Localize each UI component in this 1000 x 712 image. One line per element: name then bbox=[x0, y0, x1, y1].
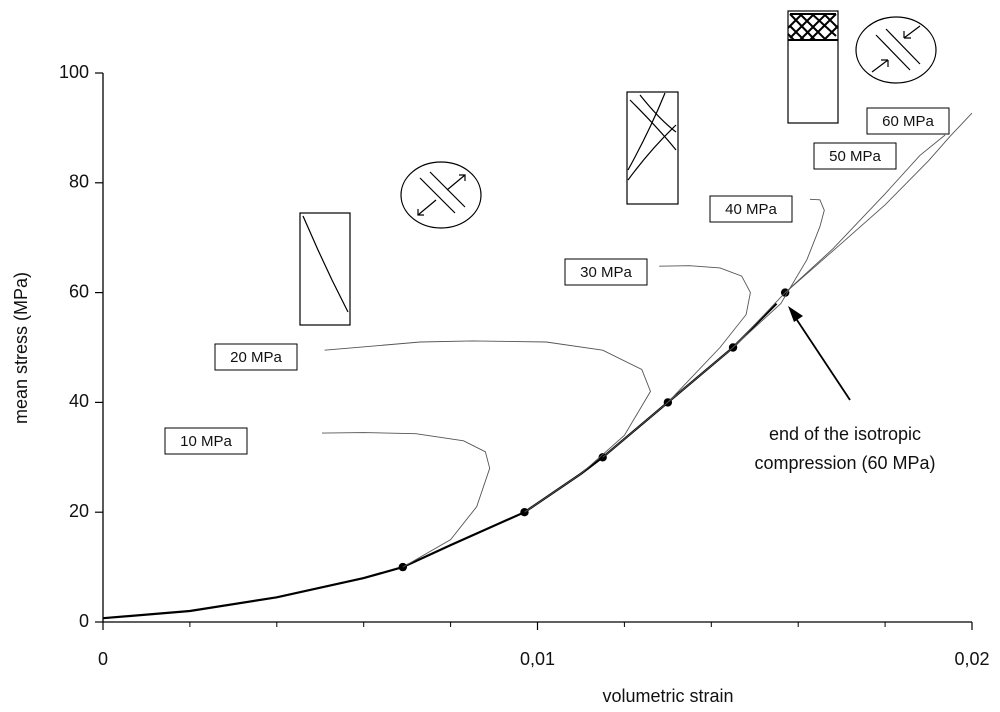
arrow-head bbox=[788, 306, 803, 322]
curve bbox=[102, 302, 778, 620]
curve-label: 60 MPa bbox=[866, 107, 950, 135]
curve-label: 30 MPa bbox=[564, 258, 648, 286]
y-tick-label: 0 bbox=[79, 611, 89, 631]
x-axis-label: volumetric strain bbox=[602, 686, 733, 706]
label-box bbox=[866, 107, 950, 135]
label-box bbox=[164, 427, 248, 455]
x-tick-label: 0 bbox=[98, 649, 108, 669]
label-text: 30 MPa bbox=[580, 264, 632, 281]
label-text: 60 MPa bbox=[882, 113, 934, 130]
y-tick-label: 20 bbox=[69, 501, 89, 521]
curve bbox=[324, 340, 651, 513]
curve-label: 40 MPa bbox=[709, 195, 793, 223]
y-tick-label: 40 bbox=[69, 391, 89, 411]
curve bbox=[784, 112, 973, 293]
curve bbox=[602, 265, 751, 458]
curve bbox=[321, 432, 491, 568]
label-box bbox=[813, 142, 897, 170]
y-tick-label: 80 bbox=[69, 172, 89, 192]
curve bbox=[667, 198, 825, 403]
label-text: 50 MPa bbox=[829, 148, 881, 165]
label-text: 10 MPa bbox=[180, 433, 232, 450]
annotation-arrow bbox=[792, 313, 851, 401]
label-box bbox=[564, 258, 648, 286]
annotation-text: compression (60 MPa) bbox=[754, 453, 935, 473]
curve-label: 50 MPa bbox=[813, 142, 897, 170]
annotation-text: end of the isotropic bbox=[769, 424, 921, 444]
sketches bbox=[299, 10, 937, 326]
x-tick-label: 0,01 bbox=[520, 649, 555, 669]
annotation: end of the isotropic compression (60 MPa… bbox=[754, 306, 936, 473]
label-text: 20 MPa bbox=[230, 349, 282, 366]
curve-label: 20 MPa bbox=[214, 343, 298, 371]
y-tick-label: 100 bbox=[59, 62, 89, 82]
label-box bbox=[709, 195, 793, 223]
x-tick-label: 0,02 bbox=[954, 649, 989, 669]
label-text: 40 MPa bbox=[725, 201, 777, 218]
y-tick-label: 60 bbox=[69, 281, 89, 301]
label-box bbox=[214, 343, 298, 371]
curve-label: 10 MPa bbox=[164, 427, 248, 455]
data-point bbox=[520, 508, 529, 517]
y-axis-label: mean stress (MPa) bbox=[11, 272, 31, 424]
curve bbox=[732, 134, 946, 348]
